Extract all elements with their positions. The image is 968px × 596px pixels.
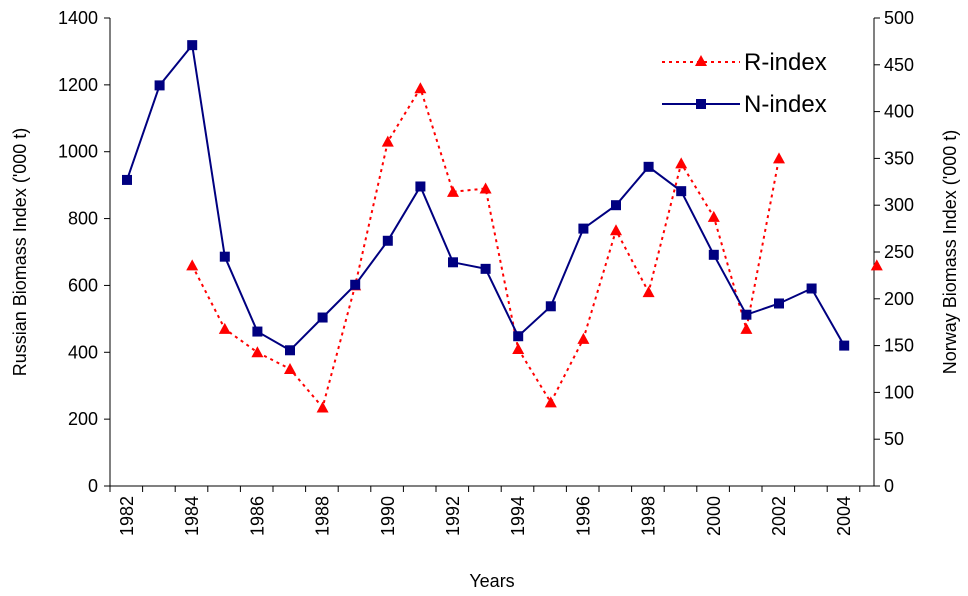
series-line-n-index xyxy=(126,42,846,352)
series-line-r-index xyxy=(191,85,780,410)
data-point-r-index xyxy=(544,396,557,408)
right-tick-label: 150 xyxy=(884,336,914,356)
left-axis-ticks: 0 200 400 600 800 1000 1200 1400 xyxy=(58,8,110,496)
data-point-n-index xyxy=(448,257,458,268)
x-tick-label: 2002 xyxy=(769,496,789,536)
data-point-r-index xyxy=(479,182,492,194)
data-point-r-index xyxy=(773,152,785,164)
y-axis-title-left: Russian Biomass Index ('000 t) xyxy=(10,128,30,377)
right-tick-label: 0 xyxy=(884,476,894,496)
x-tick-label: 1982 xyxy=(117,496,137,536)
legend-label-n-index: N-index xyxy=(744,91,827,118)
data-point-r-index xyxy=(870,259,883,271)
legend-item-r-index: R-index xyxy=(662,49,827,76)
data-point-n-index xyxy=(219,251,230,262)
legend-marker-n-index xyxy=(696,99,706,109)
data-point-r-index xyxy=(610,224,622,236)
data-point-r-index xyxy=(740,322,753,334)
right-tick-label: 50 xyxy=(884,429,904,449)
data-point-n-index xyxy=(513,331,524,342)
x-axis-title: Years xyxy=(469,571,514,591)
data-point-r-index xyxy=(577,332,590,344)
data-point-n-index xyxy=(676,186,687,197)
data-point-r-index xyxy=(186,259,199,271)
right-tick-label: 400 xyxy=(884,102,914,122)
data-point-n-index xyxy=(382,235,393,246)
y-axis-title-right: Norway Biomass Index ('000 t) xyxy=(940,130,960,375)
left-tick-label: 1400 xyxy=(58,8,98,28)
data-point-n-index xyxy=(350,279,361,290)
data-point-n-index xyxy=(708,249,719,260)
x-axis-ticks: 1982 1984 1986 1988 1990 1992 1994 1996 1998 2000… xyxy=(109,486,861,536)
x-tick-label: 1992 xyxy=(443,496,463,536)
data-point-r-index xyxy=(512,342,525,354)
data-point-n-index xyxy=(154,80,165,91)
data-point-n-index xyxy=(578,223,589,234)
left-tick-label: 600 xyxy=(68,275,98,295)
data-point-n-index xyxy=(774,298,784,309)
data-point-n-index xyxy=(545,301,556,312)
data-point-r-index xyxy=(316,401,329,413)
x-tick-label: 1988 xyxy=(313,496,333,536)
data-point-r-index xyxy=(381,135,394,147)
legend: R-index N-index xyxy=(662,49,827,118)
series-n-index xyxy=(122,40,850,356)
x-tick-label: 1990 xyxy=(378,496,398,536)
left-tick-label: 400 xyxy=(68,342,98,362)
right-tick-label: 200 xyxy=(884,289,914,309)
right-tick-label: 100 xyxy=(884,382,914,402)
data-point-n-index xyxy=(317,312,328,323)
data-point-n-index xyxy=(415,181,426,192)
x-tick-label: 2000 xyxy=(704,496,724,536)
x-tick-label: 1984 xyxy=(182,496,202,536)
data-point-r-index xyxy=(707,210,720,222)
right-axis-ticks: 0 50 100 150 200 250 300 350 400 450 500 xyxy=(874,8,914,496)
x-tick-label: 1998 xyxy=(639,496,659,536)
left-tick-label: 1200 xyxy=(58,75,98,95)
right-tick-label: 450 xyxy=(884,55,914,75)
data-point-r-index xyxy=(251,346,264,358)
data-point-n-index xyxy=(252,326,263,337)
data-point-n-index xyxy=(806,283,817,294)
data-point-r-index xyxy=(414,82,427,94)
right-tick-label: 300 xyxy=(884,195,914,215)
data-point-r-index xyxy=(447,185,459,197)
data-point-r-index xyxy=(642,286,655,298)
left-tick-label: 800 xyxy=(68,209,98,229)
left-tick-label: 200 xyxy=(68,409,98,429)
data-point-n-index xyxy=(839,340,850,351)
legend-item-n-index: N-index xyxy=(662,91,827,118)
left-tick-label: 1000 xyxy=(58,142,98,162)
data-point-n-index xyxy=(285,345,295,356)
right-tick-label: 500 xyxy=(884,8,914,28)
legend-marker-r-index xyxy=(695,55,707,66)
data-point-r-index xyxy=(675,157,688,169)
right-tick-label: 250 xyxy=(884,242,914,262)
right-tick-label: 350 xyxy=(884,148,914,168)
data-point-r-index xyxy=(218,322,231,334)
left-tick-label: 0 xyxy=(88,476,98,496)
series-r-index xyxy=(186,82,883,413)
series-layer xyxy=(122,40,883,413)
x-tick-label: 1986 xyxy=(247,496,267,536)
x-tick-label: 2004 xyxy=(834,496,854,536)
data-point-n-index xyxy=(643,161,654,172)
data-point-n-index xyxy=(187,40,198,51)
legend-label-r-index: R-index xyxy=(744,49,827,76)
x-tick-label: 1996 xyxy=(573,496,593,536)
data-point-n-index xyxy=(480,263,491,274)
data-point-r-index xyxy=(284,363,296,374)
data-point-n-index xyxy=(741,309,752,320)
data-point-n-index xyxy=(611,200,621,211)
data-point-n-index xyxy=(122,174,132,185)
x-tick-label: 1994 xyxy=(508,496,528,536)
